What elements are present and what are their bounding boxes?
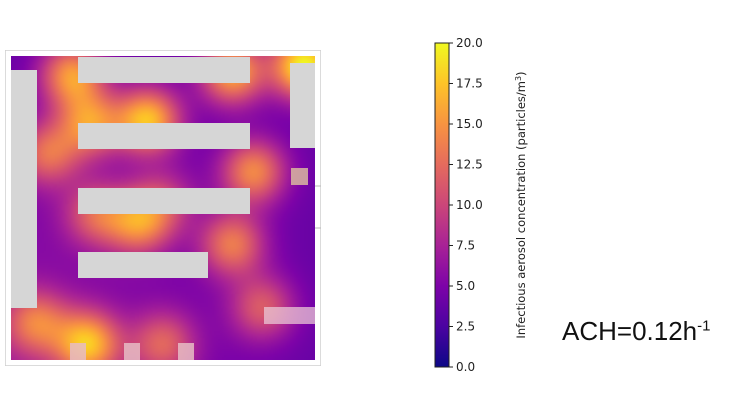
colorbar-axis-label: Infectious aerosol concentration (partic… bbox=[514, 71, 528, 338]
left-wall-shelf bbox=[11, 70, 37, 308]
bottom-seat-3 bbox=[178, 343, 194, 360]
colorbar-svg: 0.0 2.5 5.0 7.5 10.0 12.5 15.0 17.5 20.0 Infecti… bbox=[434, 36, 528, 374]
ach-annotation: ACH=0.12h-1 bbox=[562, 318, 711, 344]
shelf-2 bbox=[78, 123, 250, 149]
colorbar-gradient bbox=[434, 42, 450, 368]
colorbar-tick-label: 20.0 bbox=[456, 36, 483, 50]
ach-unit-exponent: -1 bbox=[697, 317, 711, 335]
colorbar-tick-label: 12.5 bbox=[456, 158, 483, 172]
colorbar-tick-label: 15.0 bbox=[456, 117, 483, 131]
ach-value: ACH=0.12h bbox=[562, 316, 698, 346]
colorbar: 0.0 2.5 5.0 7.5 10.0 12.5 15.0 17.5 20.0 Infecti… bbox=[430, 30, 540, 385]
colorbar-tick-label: 10.0 bbox=[456, 198, 483, 212]
colorbar-ticks: 0.0 2.5 5.0 7.5 10.0 12.5 15.0 17.5 20.0 bbox=[449, 36, 483, 374]
right-wall-shelf bbox=[290, 63, 315, 148]
right-small-box bbox=[291, 168, 308, 185]
bottom-right-bench bbox=[264, 307, 315, 324]
bottom-seat-2 bbox=[124, 343, 140, 360]
heatmap-svg bbox=[5, 50, 321, 366]
colorbar-tick-label: 7.5 bbox=[456, 239, 475, 253]
bottom-seat-1 bbox=[70, 343, 86, 360]
colorbar-tick-label: 5.0 bbox=[456, 279, 475, 293]
concentration-heatmap bbox=[5, 50, 321, 366]
colorbar-tick-label: 17.5 bbox=[456, 77, 483, 91]
colorbar-tick-label: 2.5 bbox=[456, 320, 475, 334]
shelf-1 bbox=[78, 57, 250, 83]
shelf-3 bbox=[78, 188, 250, 214]
shelf-4 bbox=[78, 252, 208, 278]
colorbar-tick-label: 0.0 bbox=[456, 360, 475, 374]
